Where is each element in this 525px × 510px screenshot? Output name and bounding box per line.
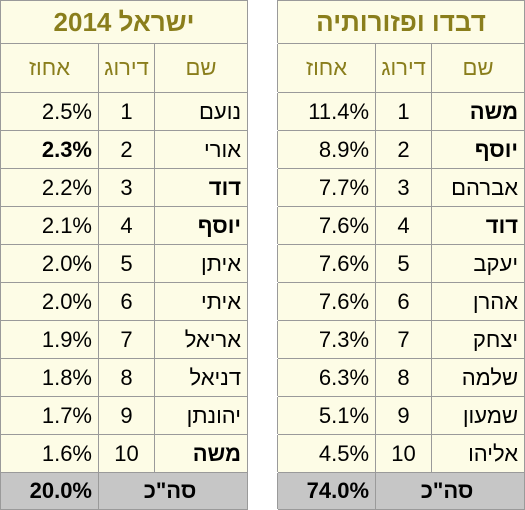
diaspora-pct-cell: 7.6% — [277, 206, 377, 245]
diaspora-rank-cell: 2 — [375, 130, 433, 169]
column-separator — [247, 282, 279, 321]
israel-total-pct: 20.0% — [0, 472, 99, 510]
diaspora-pct-cell: 7.7% — [277, 168, 377, 207]
israel-pct-cell: 1.6% — [0, 434, 99, 473]
table-row: 2.3% 2 אורי 8.9% 2 יוסף — [0, 130, 525, 169]
diaspora-name-header: שם — [431, 43, 525, 93]
diaspora-pct-cell: 7.6% — [277, 282, 377, 321]
diaspora-rank-cell: 4 — [375, 206, 433, 245]
israel-name-cell: אריאל — [153, 320, 249, 359]
israel-rank-cell: 5 — [98, 244, 155, 283]
israel-pct-header: אחוז — [0, 43, 99, 93]
column-separator — [247, 472, 279, 510]
israel-name-cell: דוד — [153, 168, 249, 207]
table-row: 1.8% 8 דניאל 6.3% 8 שלמה — [0, 358, 525, 397]
diaspora-name-cell: יוסף — [431, 130, 525, 169]
israel-title-word: ישראל — [118, 6, 195, 37]
israel-rank-cell: 3 — [98, 168, 155, 207]
diaspora-name-cell: שלמה — [431, 358, 525, 397]
diaspora-rank-cell: 6 — [375, 282, 433, 321]
israel-name-cell: דניאל — [153, 358, 249, 397]
diaspora-rank-cell: 8 — [375, 358, 433, 397]
table-row: 2.0% 5 איתן 7.6% 5 יעקב — [0, 244, 525, 283]
diaspora-pct-cell: 11.4% — [277, 92, 377, 131]
israel-name-cell: איתי — [153, 282, 249, 321]
israel-name-cell: משה — [153, 434, 249, 473]
diaspora-name-cell: שמעון — [431, 396, 525, 435]
diaspora-pct-cell: 7.6% — [277, 244, 377, 283]
diaspora-pct-cell: 8.9% — [277, 130, 377, 169]
table-row: 2.0% 6 איתי 7.6% 6 אהרן — [0, 282, 525, 321]
column-separator — [247, 244, 279, 283]
israel-pct-cell: 2.2% — [0, 168, 99, 207]
column-separator — [247, 358, 279, 397]
table-row: 2.1% 4 יוסף 7.6% 4 דוד — [0, 206, 525, 245]
israel-name-cell: יוסף — [153, 206, 249, 245]
israel-pct-cell: 2.0% — [0, 282, 99, 321]
israel-pct-cell: 2.5% — [0, 92, 99, 131]
israel-pct-cell: 2.3% — [0, 130, 99, 169]
diaspora-pct-header: אחוז — [277, 43, 377, 93]
israel-rank-cell: 7 — [98, 320, 155, 359]
diaspora-pct-cell: 7.3% — [277, 320, 377, 359]
diaspora-pct-cell: 6.3% — [277, 358, 377, 397]
israel-rank-cell: 4 — [98, 206, 155, 245]
israel-rank-header: דירוג — [98, 43, 155, 93]
diaspora-name-cell: אברהם — [431, 168, 525, 207]
diaspora-rank-header: דירוג — [375, 43, 433, 93]
israel-rank-cell: 9 — [98, 396, 155, 435]
column-separator — [247, 130, 279, 169]
diaspora-rank-cell: 1 — [375, 92, 433, 131]
diaspora-name-cell: אהרן — [431, 282, 525, 321]
diaspora-name-cell: אליהו — [431, 434, 525, 473]
table-row: 1.7% 9 יהונתן 5.1% 9 שמעון — [0, 396, 525, 435]
diaspora-name-cell: משה — [431, 92, 525, 131]
israel-name-cell: נועם — [153, 92, 249, 131]
israel-name-cell: איתן — [153, 244, 249, 283]
israel-title-year: 2014 — [53, 6, 112, 37]
diaspora-rank-cell: 7 — [375, 320, 433, 359]
table-row: 1.6% 10 משה 4.5% 10 אליהו — [0, 434, 525, 473]
column-separator — [247, 206, 279, 245]
israel-rank-cell: 2 — [98, 130, 155, 169]
total-row: 20.0% סה"כ 74.0% סה"כ — [0, 472, 525, 510]
diaspora-rank-cell: 10 — [375, 434, 433, 473]
table-row: 2.5% 1 נועם 11.4% 1 משה — [0, 92, 525, 131]
diaspora-rank-cell: 5 — [375, 244, 433, 283]
diaspora-total-label: סה"כ — [375, 472, 525, 510]
israel-2014-title: ישראל 2014 — [0, 0, 249, 44]
diaspora-title: דבדו ופזורותיה — [277, 0, 525, 44]
column-separator — [247, 0, 279, 44]
diaspora-name-cell: יצחק — [431, 320, 525, 359]
israel-pct-cell: 2.0% — [0, 244, 99, 283]
israel-rank-cell: 6 — [98, 282, 155, 321]
column-separator — [247, 43, 279, 93]
diaspora-total-pct: 74.0% — [277, 472, 377, 510]
diaspora-rank-cell: 3 — [375, 168, 433, 207]
diaspora-pct-cell: 4.5% — [277, 434, 377, 473]
israel-name-cell: אורי — [153, 130, 249, 169]
israel-total-label: סה"כ — [97, 472, 249, 510]
israel-rank-cell: 8 — [98, 358, 155, 397]
israel-pct-cell: 1.9% — [0, 320, 99, 359]
israel-rank-cell: 10 — [98, 434, 155, 473]
column-separator — [247, 92, 279, 131]
diaspora-name-cell: דוד — [431, 206, 525, 245]
israel-name-cell: יהונתן — [153, 396, 249, 435]
israel-pct-cell: 1.8% — [0, 358, 99, 397]
diaspora-pct-cell: 5.1% — [277, 396, 377, 435]
table-row: 2.2% 3 דוד 7.7% 3 אברהם — [0, 168, 525, 207]
israel-pct-cell: 2.1% — [0, 206, 99, 245]
column-separator — [247, 434, 279, 473]
column-separator — [247, 168, 279, 207]
israel-name-header: שם — [153, 43, 249, 93]
israel-pct-cell: 1.7% — [0, 396, 99, 435]
diaspora-name-cell: יעקב — [431, 244, 525, 283]
israel-rank-cell: 1 — [98, 92, 155, 131]
column-separator — [247, 320, 279, 359]
table-row: 1.9% 7 אריאל 7.3% 7 יצחק — [0, 320, 525, 359]
column-separator — [247, 396, 279, 435]
diaspora-rank-cell: 9 — [375, 396, 433, 435]
